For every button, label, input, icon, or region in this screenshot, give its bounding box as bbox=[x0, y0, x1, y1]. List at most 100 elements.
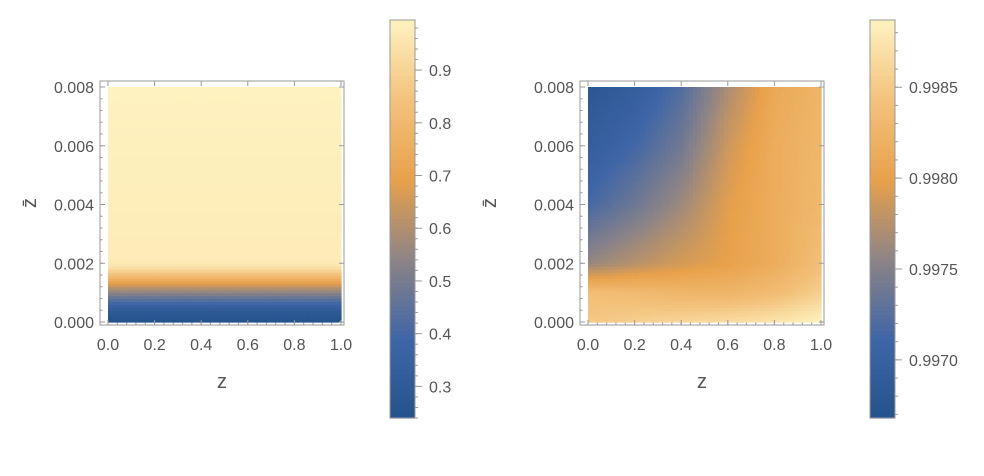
heatmap-cell bbox=[185, 101, 191, 106]
heatmap-cell bbox=[150, 151, 156, 156]
heatmap-cell bbox=[208, 107, 214, 112]
heatmap-cell bbox=[123, 213, 129, 217]
heatmap-cell bbox=[115, 216, 121, 220]
heatmap-cell bbox=[216, 116, 222, 120]
heatmap-cell bbox=[197, 286, 202, 291]
heatmap-cell bbox=[201, 242, 206, 247]
heatmap-cell bbox=[212, 169, 218, 173]
heatmap-cell bbox=[232, 301, 237, 305]
heatmap-cell bbox=[321, 134, 327, 138]
heatmap-cell bbox=[271, 98, 276, 103]
heatmap-cell bbox=[259, 89, 264, 94]
heatmap-cell bbox=[228, 204, 233, 209]
heatmap-cell bbox=[243, 183, 249, 188]
heatmap-cell bbox=[247, 283, 253, 288]
heatmap-cell bbox=[329, 272, 334, 276]
heatmap-cell bbox=[236, 222, 241, 226]
heatmap-cell bbox=[131, 310, 136, 314]
heatmap-cell bbox=[170, 198, 175, 203]
heatmap-cell bbox=[197, 207, 202, 211]
heatmap-cell bbox=[263, 175, 268, 179]
heatmap-cell bbox=[271, 286, 276, 291]
heatmap-cell bbox=[150, 198, 156, 203]
heatmap-cell bbox=[290, 183, 295, 188]
heatmap-cell bbox=[321, 269, 327, 273]
heatmap-cell bbox=[325, 245, 330, 250]
heatmap-cell bbox=[325, 104, 330, 109]
heatmap-cell bbox=[131, 292, 136, 297]
heatmap-cell bbox=[247, 233, 253, 238]
heatmap-cell bbox=[232, 225, 237, 229]
heatmap-cell bbox=[189, 186, 195, 191]
heatmap-cell bbox=[166, 107, 171, 112]
heatmap-cell bbox=[236, 239, 241, 244]
heatmap-cell bbox=[216, 239, 222, 244]
heatmap-cell bbox=[115, 87, 121, 91]
heatmap-cell bbox=[282, 257, 288, 261]
heatmap-cell bbox=[205, 313, 210, 317]
heatmap-cell bbox=[259, 280, 264, 285]
heatmap-cell bbox=[177, 236, 183, 241]
heatmap-cell bbox=[282, 307, 288, 311]
heatmap-cell bbox=[224, 151, 229, 156]
heatmap-cell bbox=[302, 319, 307, 323]
heatmap-cell bbox=[142, 195, 148, 200]
heatmap-cell bbox=[174, 213, 179, 217]
heatmap-cell bbox=[212, 242, 218, 247]
heatmap-cell bbox=[302, 236, 307, 241]
heatmap-cell bbox=[286, 204, 292, 209]
heatmap-cell bbox=[197, 242, 202, 247]
heatmap-cell bbox=[197, 163, 202, 167]
heatmap-cell bbox=[224, 236, 229, 241]
heatmap-cell bbox=[243, 175, 249, 179]
heatmap-cell bbox=[127, 107, 132, 112]
heatmap-cell bbox=[243, 286, 249, 291]
heatmap-cell bbox=[197, 310, 202, 314]
heatmap-cell bbox=[150, 286, 156, 291]
heatmap-cell bbox=[298, 131, 303, 135]
heatmap-cell bbox=[329, 148, 334, 153]
heatmap-cell bbox=[317, 286, 323, 291]
heatmap-cell bbox=[127, 104, 132, 109]
heatmap-cell bbox=[115, 148, 121, 153]
heatmap-cell bbox=[337, 148, 342, 153]
heatmap-cell bbox=[255, 166, 261, 170]
heatmap-cell bbox=[278, 304, 284, 308]
heatmap-cell bbox=[115, 272, 121, 276]
heatmap-cell bbox=[290, 286, 295, 291]
heatmap-cell bbox=[274, 260, 280, 264]
heatmap-cell bbox=[232, 163, 237, 167]
heatmap-cell bbox=[309, 275, 315, 279]
heatmap-cell bbox=[298, 134, 303, 138]
heatmap-cell bbox=[135, 87, 140, 91]
heatmap-cell bbox=[302, 160, 307, 164]
heatmap-cell bbox=[302, 134, 307, 138]
heatmap-cell bbox=[290, 116, 295, 120]
heatmap-cell bbox=[220, 319, 226, 323]
heatmap-cell bbox=[251, 119, 257, 123]
heatmap-cell bbox=[286, 119, 292, 123]
heatmap-cell bbox=[208, 275, 214, 279]
heatmap-cell bbox=[177, 163, 183, 167]
heatmap-cell bbox=[150, 98, 156, 103]
heatmap-cell bbox=[177, 277, 183, 282]
colorbar-segment bbox=[390, 91, 415, 97]
heatmap-cell bbox=[271, 101, 276, 106]
heatmap-cell bbox=[271, 172, 276, 176]
heatmap-cell bbox=[228, 110, 233, 115]
heatmap-cell bbox=[282, 216, 288, 220]
heatmap-cell bbox=[166, 216, 171, 220]
heatmap-cell bbox=[111, 145, 117, 150]
heatmap-cell bbox=[247, 148, 253, 153]
heatmap-cell bbox=[306, 160, 311, 164]
heatmap-cell bbox=[290, 101, 295, 106]
heatmap-cell bbox=[201, 280, 206, 285]
heatmap-cell bbox=[201, 172, 206, 176]
heatmap-cell bbox=[306, 142, 311, 147]
heatmap-cell bbox=[142, 104, 148, 109]
heatmap-cell bbox=[317, 92, 323, 97]
heatmap-cell bbox=[131, 245, 136, 250]
heatmap-cell bbox=[193, 277, 198, 282]
heatmap-cell bbox=[189, 139, 195, 144]
heatmap-cell bbox=[185, 304, 191, 308]
